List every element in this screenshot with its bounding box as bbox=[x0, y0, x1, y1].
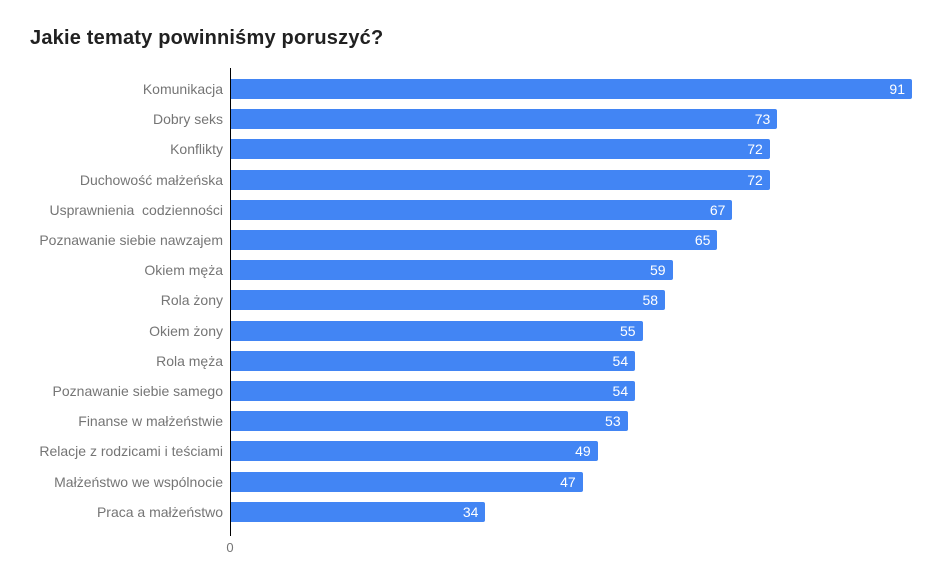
bar-track: 59 bbox=[231, 260, 912, 281]
bar-track: 72 bbox=[231, 169, 912, 190]
bar[interactable]: 54 bbox=[231, 350, 636, 371]
bar[interactable]: 47 bbox=[231, 471, 583, 492]
category-label: Okiem żony bbox=[149, 322, 223, 339]
bar[interactable]: 59 bbox=[231, 260, 673, 281]
bar[interactable]: 58 bbox=[231, 290, 666, 311]
y-axis-line bbox=[230, 68, 231, 536]
chart-title: Jakie tematy powinniśmy poruszyć? bbox=[30, 27, 384, 49]
bar[interactable]: 91 bbox=[231, 79, 912, 100]
value-label: 72 bbox=[747, 141, 763, 158]
bar[interactable]: 72 bbox=[231, 139, 770, 160]
bar-row: Finanse w małżeństwie 53 bbox=[0, 406, 940, 436]
bar[interactable]: 72 bbox=[231, 169, 770, 190]
category-label: Okiem męża bbox=[144, 262, 223, 279]
category-label: Komunikacja bbox=[142, 81, 223, 98]
bar-track: 34 bbox=[231, 501, 912, 522]
bar[interactable]: 67 bbox=[231, 199, 733, 220]
bar-row: Poznawanie siebie samego 54 bbox=[0, 376, 940, 406]
bar-track: 47 bbox=[231, 471, 912, 492]
category-label: Rola żony bbox=[160, 292, 223, 309]
bar-rows: Komunikacja 91 Dobry seks 73 Konflikty 7… bbox=[0, 74, 940, 527]
bar-row: Okiem żony 55 bbox=[0, 316, 940, 346]
bar-row: Konflikty 72 bbox=[0, 134, 940, 164]
bar-row: Okiem męża 59 bbox=[0, 255, 940, 285]
bar-track: 91 bbox=[231, 79, 912, 100]
category-label: Duchowość małżeńska bbox=[79, 171, 223, 188]
bar[interactable]: 34 bbox=[231, 501, 486, 522]
bar[interactable]: 65 bbox=[231, 230, 718, 251]
bar-row: Poznawanie siebie nawzajem 65 bbox=[0, 225, 940, 255]
value-label: 65 bbox=[694, 232, 711, 249]
value-label: 72 bbox=[747, 171, 763, 188]
value-label: 55 bbox=[620, 322, 636, 339]
bar-track: 65 bbox=[231, 230, 912, 251]
value-label: 54 bbox=[612, 352, 629, 369]
bar[interactable]: 49 bbox=[231, 441, 598, 462]
bar-row: Małżeństwo we wspólnocie 47 bbox=[0, 466, 940, 496]
bar-track: 73 bbox=[231, 109, 912, 130]
bar-row: Komunikacja 91 bbox=[0, 74, 940, 104]
category-label: Rola męża bbox=[156, 352, 223, 369]
value-label: 59 bbox=[649, 262, 666, 279]
bar-row: Usprawnienia codzienności 67 bbox=[0, 195, 940, 225]
bar-row: Rola męża 54 bbox=[0, 346, 940, 376]
category-label: Finanse w małżeństwie bbox=[78, 413, 223, 430]
category-label: Małżeństwo we wspólnocie bbox=[54, 473, 223, 490]
category-label: Usprawnienia codzienności bbox=[49, 201, 223, 218]
value-label: 73 bbox=[754, 111, 771, 128]
category-label: Dobry seks bbox=[152, 111, 223, 128]
bar-row: Relacje z rodzicami i teściami 49 bbox=[0, 436, 940, 466]
value-label: 53 bbox=[605, 413, 621, 430]
category-label: Konflikty bbox=[170, 141, 223, 158]
bar-track: 54 bbox=[231, 350, 912, 371]
category-label: Poznawanie siebie nawzajem bbox=[39, 232, 223, 249]
bar-row: Praca a małżeństwo 34 bbox=[0, 497, 940, 527]
bar-row: Dobry seks 73 bbox=[0, 104, 940, 134]
x-axis-tick-zero: 0 bbox=[226, 540, 234, 555]
bar[interactable]: 53 bbox=[231, 411, 628, 432]
bar-track: 55 bbox=[231, 320, 912, 341]
bar-track: 67 bbox=[231, 199, 912, 220]
plot-area: Komunikacja 91 Dobry seks 73 Konflikty 7… bbox=[0, 68, 940, 568]
value-label: 91 bbox=[889, 81, 905, 98]
bar-track: 58 bbox=[231, 290, 912, 311]
bar-track: 54 bbox=[231, 380, 912, 401]
value-label: 58 bbox=[642, 292, 659, 309]
bar[interactable]: 55 bbox=[231, 320, 643, 341]
value-label: 54 bbox=[612, 382, 629, 399]
bar[interactable]: 54 bbox=[231, 380, 636, 401]
value-label: 67 bbox=[709, 201, 726, 218]
value-label: 47 bbox=[560, 473, 576, 490]
bar-row: Duchowość małżeńska 72 bbox=[0, 165, 940, 195]
bar-row: Rola żony 58 bbox=[0, 285, 940, 315]
category-label: Praca a małżeństwo bbox=[96, 503, 223, 520]
value-label: 49 bbox=[575, 443, 591, 460]
bar-track: 72 bbox=[231, 139, 912, 160]
bar-track: 53 bbox=[231, 411, 912, 432]
bar-track: 49 bbox=[231, 441, 912, 462]
bar[interactable]: 73 bbox=[231, 109, 778, 130]
category-label: Poznawanie siebie samego bbox=[52, 382, 223, 399]
value-label: 34 bbox=[462, 503, 479, 520]
category-label: Relacje z rodzicami i teściami bbox=[39, 443, 223, 460]
